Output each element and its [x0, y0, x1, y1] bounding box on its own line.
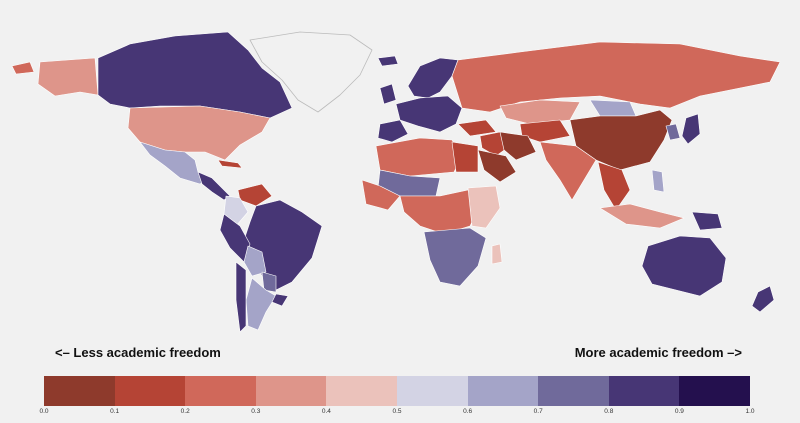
legend-left-label: <– Less academic freedom	[55, 345, 221, 360]
legend-tick-label: 0.4	[321, 408, 331, 415]
legend-swatch-0	[44, 376, 115, 406]
region-iran	[499, 131, 537, 161]
region-canada	[97, 31, 293, 119]
region-russia	[451, 41, 781, 113]
region-western-europe	[395, 95, 463, 133]
legend-tick-label: 0.7	[533, 408, 543, 415]
region-southern-africa	[423, 227, 487, 287]
region-central-america	[197, 171, 231, 201]
region-mongolia	[589, 99, 637, 117]
legend-color-scale	[44, 376, 750, 406]
legend-tick-label: 0.6	[463, 408, 473, 415]
legend-swatch-8	[608, 376, 680, 406]
region-iceland	[377, 55, 399, 67]
region-venezuela	[237, 183, 273, 207]
legend-tick-label: 0.3	[251, 408, 261, 415]
legend-swatch-6	[467, 376, 539, 406]
region-brazil	[243, 199, 323, 291]
region-uruguay	[271, 293, 289, 307]
legend-swatch-7	[538, 376, 609, 406]
region-new-zealand	[751, 285, 775, 313]
region-india	[539, 141, 597, 201]
region-papua-new-guinea	[691, 211, 723, 231]
legend-tick-label: 0.8	[604, 408, 614, 415]
region-saudi-arabia	[477, 149, 517, 183]
region-turkey	[457, 119, 497, 137]
region-japan	[681, 113, 701, 145]
region-australia	[641, 235, 727, 297]
legend-tick-labels: 0.0 0.1 0.2 0.3 0.4 0.5 0.6 0.7 0.8 0.9 1.0	[39, 406, 754, 418]
region-alaska-tip	[11, 61, 35, 75]
region-paraguay	[261, 271, 277, 293]
region-united-kingdom	[379, 83, 397, 105]
region-argentina	[245, 277, 277, 331]
legend-swatch-4	[326, 376, 397, 406]
region-madagascar	[491, 243, 503, 265]
legend-tick-label: 0.2	[180, 408, 190, 415]
legend-swatch-2	[185, 376, 256, 406]
legend-swatch-1	[114, 376, 186, 406]
region-southeast-asia	[597, 161, 631, 211]
legend-swatch-3	[255, 376, 327, 406]
region-egypt	[451, 141, 479, 173]
region-central-africa	[399, 189, 481, 235]
legend-tick-label: 0.1	[110, 408, 120, 415]
region-chile	[235, 261, 247, 333]
region-north-africa	[375, 137, 463, 177]
region-philippines	[651, 169, 665, 193]
region-scandinavia	[407, 57, 459, 99]
region-alaska	[37, 57, 99, 97]
region-cuba	[217, 159, 243, 169]
legend-swatch-9	[679, 376, 750, 406]
legend-tick-label: 0.9	[674, 408, 684, 415]
legend-tick-label: 1.0	[745, 408, 755, 415]
region-west-africa	[361, 179, 401, 211]
region-central-asia	[519, 119, 571, 143]
region-east-africa	[467, 185, 501, 229]
legend-swatch-5	[396, 376, 468, 406]
legend-right-label: More academic freedom –>	[574, 345, 742, 360]
legend-tick-label: 0.5	[392, 408, 402, 415]
region-greenland	[249, 31, 373, 113]
region-bolivia	[243, 245, 267, 277]
region-indonesia	[599, 203, 685, 229]
region-korea	[665, 123, 681, 141]
legend-tick-label: 0.0	[39, 408, 49, 415]
region-iberia	[377, 119, 409, 143]
